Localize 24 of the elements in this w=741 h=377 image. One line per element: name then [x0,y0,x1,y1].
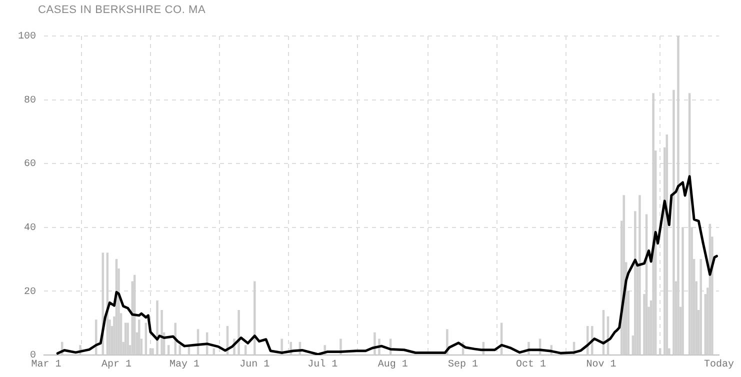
bar [152,348,154,355]
y-tick-label: 60 [24,159,36,170]
y-tick-label: 20 [24,286,36,298]
y-tick-label: 40 [24,223,36,234]
x-tick-label: Today [704,358,734,371]
bar [126,322,129,355]
y-tick-label: 80 [24,95,36,106]
x-tick-label: Oct 1 [516,360,546,371]
x-tick-label: Apr 1 [101,360,132,371]
bar [160,310,163,355]
y-tick-label: 100 [18,32,36,43]
x-tick-label: Jun 1 [240,360,270,371]
bar [156,300,158,355]
x-tick-label: Mar 1 [31,360,62,371]
x-tick-label: May 1 [169,360,200,371]
x-tick-label: Nov 1 [586,360,616,371]
x-tick-label: Aug 1 [378,360,408,371]
x-tick-label: Sep 1 [448,360,478,371]
bar [178,345,182,355]
bar [238,310,240,355]
x-tick-label: Jul 1 [308,358,338,371]
chart-title: CASES IN BERKSHIRE CO. MA [38,4,206,16]
bar [138,320,140,355]
bar [244,345,247,355]
